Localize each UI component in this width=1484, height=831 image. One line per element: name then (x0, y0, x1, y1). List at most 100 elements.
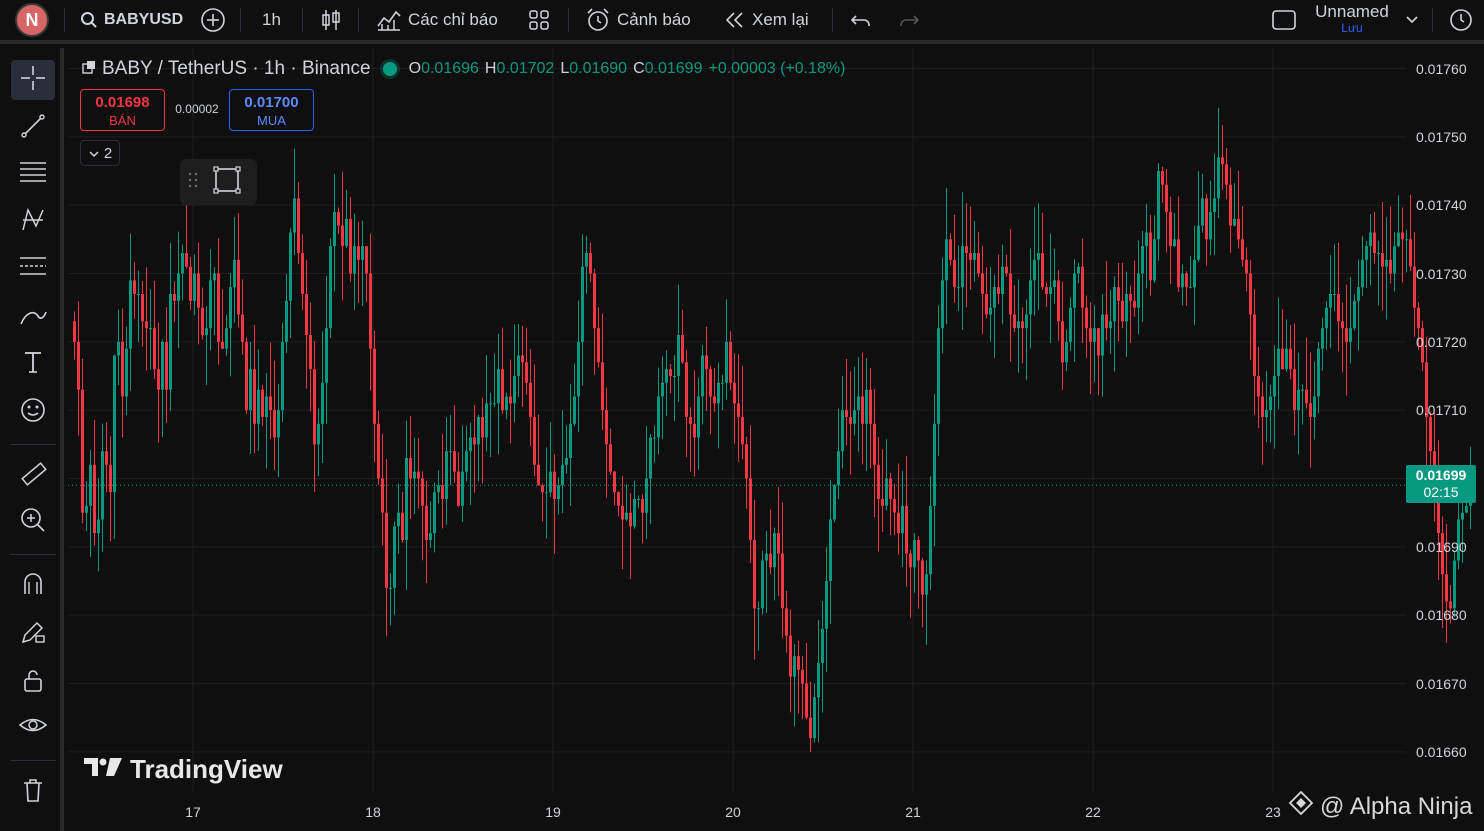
candle-body (1181, 273, 1184, 288)
indicators-collapse-button[interactable]: 2 (80, 140, 120, 166)
clock-search-icon (1448, 7, 1478, 33)
rectangle-select-icon[interactable] (212, 165, 242, 200)
text-tool[interactable] (11, 344, 55, 384)
candle-body (137, 294, 140, 295)
user-avatar[interactable]: N (15, 3, 49, 37)
buy-button[interactable]: 0.01700 MUA (229, 89, 314, 131)
candle-body (1029, 280, 1032, 315)
magnet-tool[interactable] (11, 566, 55, 606)
compare-add-symbol-button[interactable] (200, 0, 226, 40)
candle-body (149, 328, 152, 330)
drag-handle-icon[interactable] (188, 171, 198, 194)
chart-pane[interactable]: BABY / TetherUS · 1h · Binance O0.01696 … (68, 48, 1484, 831)
candle-body (785, 608, 788, 636)
redo-icon (898, 10, 920, 30)
zoom-tool[interactable] (11, 502, 55, 542)
spread-value: 0.00002 (175, 102, 219, 116)
candle-body (1237, 218, 1240, 240)
candle-body (349, 218, 352, 274)
measure-tool[interactable] (11, 456, 55, 496)
candle-body (165, 341, 168, 390)
candle-body (997, 287, 1000, 294)
candle-body (425, 505, 428, 540)
candle-body (729, 341, 732, 383)
candlestick-chart[interactable] (68, 48, 1484, 831)
candle-body (129, 280, 132, 349)
candle-body (1437, 485, 1440, 534)
candle-body (1421, 328, 1424, 363)
candle-body (389, 587, 392, 589)
candle-body (977, 253, 980, 274)
candle-body (273, 410, 276, 438)
series-title[interactable]: BABY / TetherUS · 1h · Binance (102, 58, 371, 79)
candle-body (757, 608, 760, 610)
candle-body (1173, 239, 1176, 247)
candle-body (1169, 212, 1172, 247)
candle-body (1089, 328, 1092, 342)
low-value: 0.01690 (569, 60, 628, 77)
sell-button[interactable]: 0.01698 BÁN (80, 89, 165, 131)
candle-body (525, 362, 528, 383)
candle-body (241, 314, 244, 342)
candle-body (913, 540, 916, 568)
candle-body (1073, 273, 1076, 308)
candle-body (537, 464, 540, 486)
candle-body (337, 212, 340, 226)
time-tick-label: 21 (905, 804, 921, 820)
quick-search-button[interactable] (1448, 0, 1478, 40)
change-value: +0.00003 (+0.18%) (708, 60, 846, 77)
candle-body (693, 423, 696, 438)
candle-body (753, 540, 756, 609)
candle-body (877, 464, 880, 499)
symbol-search-button[interactable]: BABYUSD (80, 0, 183, 40)
remove-drawings-tool[interactable] (11, 772, 55, 812)
chart-type-button[interactable] (320, 0, 342, 40)
icons-tool[interactable] (11, 392, 55, 432)
replay-button[interactable]: Xem lại (724, 0, 809, 40)
alerts-button[interactable]: Cảnh báo (585, 0, 691, 40)
candle-body (1405, 239, 1408, 241)
layout-save-button[interactable]: Unnamed Lưu (1300, 3, 1404, 34)
candle-body (597, 328, 600, 363)
candle-body (85, 505, 88, 513)
stay-in-drawing-tool[interactable] (11, 614, 55, 654)
smiley-icon (19, 396, 47, 429)
candle-body (1401, 232, 1404, 240)
candle-body (1097, 328, 1100, 356)
candle-body (437, 485, 440, 493)
candle-body (557, 485, 560, 499)
candle-body (973, 253, 976, 260)
candle-body (625, 512, 628, 520)
layout-checkbox[interactable] (1271, 0, 1297, 40)
diamond-logo-icon (1288, 790, 1314, 823)
trend-line-tool[interactable] (11, 108, 55, 148)
undo-button[interactable] (850, 0, 872, 40)
redo-button[interactable] (898, 0, 920, 40)
candle-body (717, 382, 720, 404)
lock-drawings-tool[interactable] (11, 662, 55, 702)
candle-body (981, 273, 984, 294)
forecast-tool[interactable] (11, 248, 55, 288)
candle-body (881, 499, 884, 506)
candle-body (141, 294, 144, 322)
candle-body (789, 635, 792, 677)
fib-tool[interactable] (11, 154, 55, 194)
tradingview-logo[interactable]: TradingView (84, 754, 283, 785)
unlock-icon (19, 666, 47, 699)
candle-body (929, 505, 932, 575)
hide-drawings-tool[interactable] (11, 708, 55, 748)
candle-body (697, 396, 700, 438)
templates-button[interactable] (528, 0, 550, 40)
layout-menu-button[interactable] (1405, 0, 1419, 40)
candle-body (897, 512, 900, 534)
pattern-tool[interactable] (11, 202, 55, 242)
market-status-icon[interactable] (382, 62, 397, 76)
brush-tool[interactable] (11, 298, 55, 338)
interval-button[interactable]: 1h (262, 0, 281, 40)
crosshair-tool[interactable] (11, 60, 55, 100)
indicators-button[interactable]: Các chỉ báo (376, 0, 498, 40)
candle-body (993, 287, 996, 308)
candle-body (1117, 287, 1120, 301)
candle-body (1457, 519, 1460, 561)
candle-body (821, 628, 824, 663)
